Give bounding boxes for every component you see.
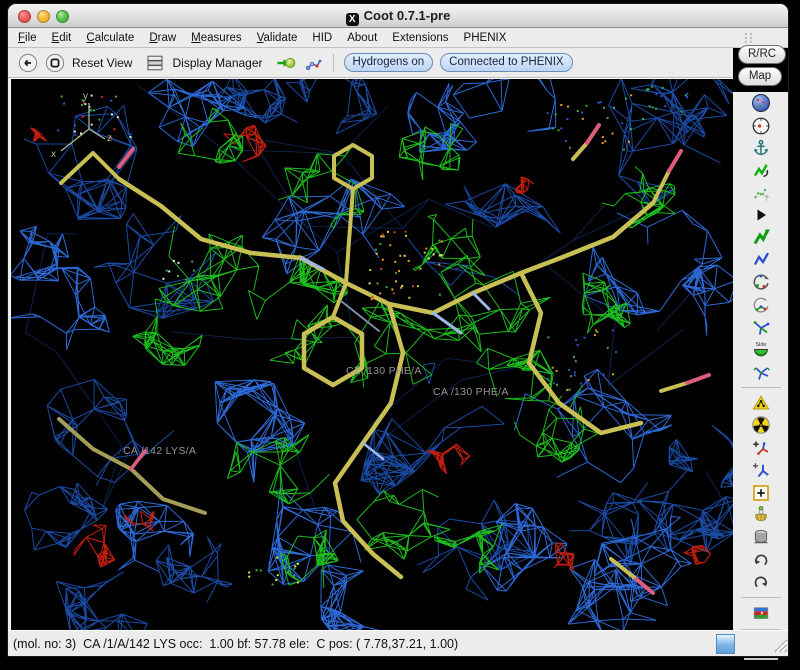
clear-labels-brush-icon[interactable] xyxy=(751,505,771,525)
status-text: (mol. no: 3) CA /1/A/142 LYS occ: 1.00 b… xyxy=(13,636,459,651)
axis-label-z: z xyxy=(107,133,112,144)
torsion-general-icon[interactable] xyxy=(751,295,771,315)
window-title: X Coot 0.7.1-pre xyxy=(8,8,788,26)
modelling-toolbar: ? Side xyxy=(733,92,788,660)
x11-icon: X xyxy=(345,13,359,26)
back-view-icon[interactable] xyxy=(18,53,38,73)
ligand-flag-icon[interactable] xyxy=(751,603,771,623)
recenter-icon[interactable] xyxy=(45,53,65,73)
panel-resize-grip[interactable] xyxy=(743,658,778,660)
redo-icon[interactable] xyxy=(751,572,771,592)
resize-grip-icon[interactable] xyxy=(770,635,788,653)
go-to-ligand-icon[interactable] xyxy=(276,53,296,73)
place-atom-icon[interactable] xyxy=(751,460,771,480)
menu-validate[interactable]: Validate xyxy=(256,31,298,44)
toolbar-separator xyxy=(332,53,334,72)
atom-label: CA /130 PHE/A xyxy=(433,386,509,398)
window-grip-icon[interactable] xyxy=(742,31,756,45)
phenix-connection-button[interactable]: Connected to PHENIX xyxy=(440,53,573,72)
rigid-body-fit-icon[interactable] xyxy=(751,138,771,158)
undo-icon[interactable] xyxy=(751,550,771,570)
rrc-button[interactable]: R/RC xyxy=(738,45,786,64)
refine-sphere-icon[interactable] xyxy=(751,93,771,113)
rotate-translate-icon[interactable] xyxy=(751,160,771,180)
toolbar-separator xyxy=(740,386,781,388)
menu-file[interactable]: File xyxy=(18,31,37,44)
rotamers-icon[interactable] xyxy=(751,205,771,225)
svg-text:?: ? xyxy=(764,193,768,202)
svg-text:Side: Side xyxy=(755,343,766,349)
app-window: X Coot 0.7.1-pre File Edit Calculate Draw Mea… xyxy=(8,4,788,660)
menu-extensions[interactable]: Extensions xyxy=(392,31,449,44)
molecule-icon[interactable] xyxy=(303,53,323,73)
add-alt-conf-icon[interactable] xyxy=(751,438,771,458)
status-scroll-thumb[interactable] xyxy=(716,634,735,654)
toolbar-separator xyxy=(740,628,781,630)
status-bar: (mol. no: 3) CA /1/A/142 LYS occ: 1.00 b… xyxy=(8,630,788,656)
menu-bar: File Edit Calculate Draw Measures Validate HID… xyxy=(8,28,788,48)
title-bar[interactable]: X Coot 0.7.1-pre xyxy=(8,4,788,28)
menu-phenix[interactable]: PHENIX xyxy=(463,31,507,44)
menu-edit[interactable]: Edit xyxy=(51,31,72,44)
menu-hid[interactable]: HID xyxy=(312,31,333,44)
close-button[interactable] xyxy=(18,9,31,23)
hydrogens-toggle-button[interactable]: Hydrogens on xyxy=(343,53,434,72)
main-toolbar: Reset View Display Manager Hydrogens on … xyxy=(8,48,733,78)
edit-chi-angles-icon[interactable] xyxy=(751,272,771,292)
side-chain-flip-icon[interactable]: Side xyxy=(751,339,771,359)
menu-measures[interactable]: Measures xyxy=(191,31,242,44)
zoom-button[interactable] xyxy=(56,9,69,23)
axis-label-y: y xyxy=(83,91,88,102)
simple-mutate-icon[interactable] xyxy=(751,250,771,270)
add-atom-at-pointer-icon[interactable] xyxy=(751,483,771,503)
menu-calculate[interactable]: Calculate xyxy=(86,31,135,44)
flip-peptide-icon[interactable] xyxy=(751,317,771,337)
atom-label: CZ /130 PHE/A xyxy=(346,365,422,377)
axis-label-x: x xyxy=(51,149,56,160)
auto-fit-rotamer-icon[interactable]: ? xyxy=(751,183,771,203)
display-manager-icon[interactable] xyxy=(145,53,165,73)
jed-flip-icon[interactable] xyxy=(751,362,771,382)
delete-item-icon[interactable] xyxy=(751,527,771,547)
gl-canvas[interactable]: y x z CZ /130 PHE/A CA /130 PHE/A CA /142 LYS… xyxy=(10,78,733,630)
run-refmac-icon[interactable] xyxy=(751,415,771,435)
window-title-text: Coot 0.7.1-pre xyxy=(363,8,451,23)
display-manager-button[interactable]: Display Manager xyxy=(172,55,263,70)
minimize-button[interactable] xyxy=(37,9,50,23)
menu-draw[interactable]: Draw xyxy=(149,31,177,44)
reset-view-button[interactable]: Reset View xyxy=(72,55,133,70)
add-terminal-residue-icon[interactable] xyxy=(751,393,771,413)
menu-about[interactable]: About xyxy=(347,31,378,44)
regularize-icon[interactable] xyxy=(751,116,771,136)
toolbar-separator xyxy=(740,597,781,599)
mutate-icon[interactable] xyxy=(751,227,771,247)
atom-label: CA /142 LYS/A xyxy=(123,445,197,457)
map-button[interactable]: Map xyxy=(738,67,782,86)
